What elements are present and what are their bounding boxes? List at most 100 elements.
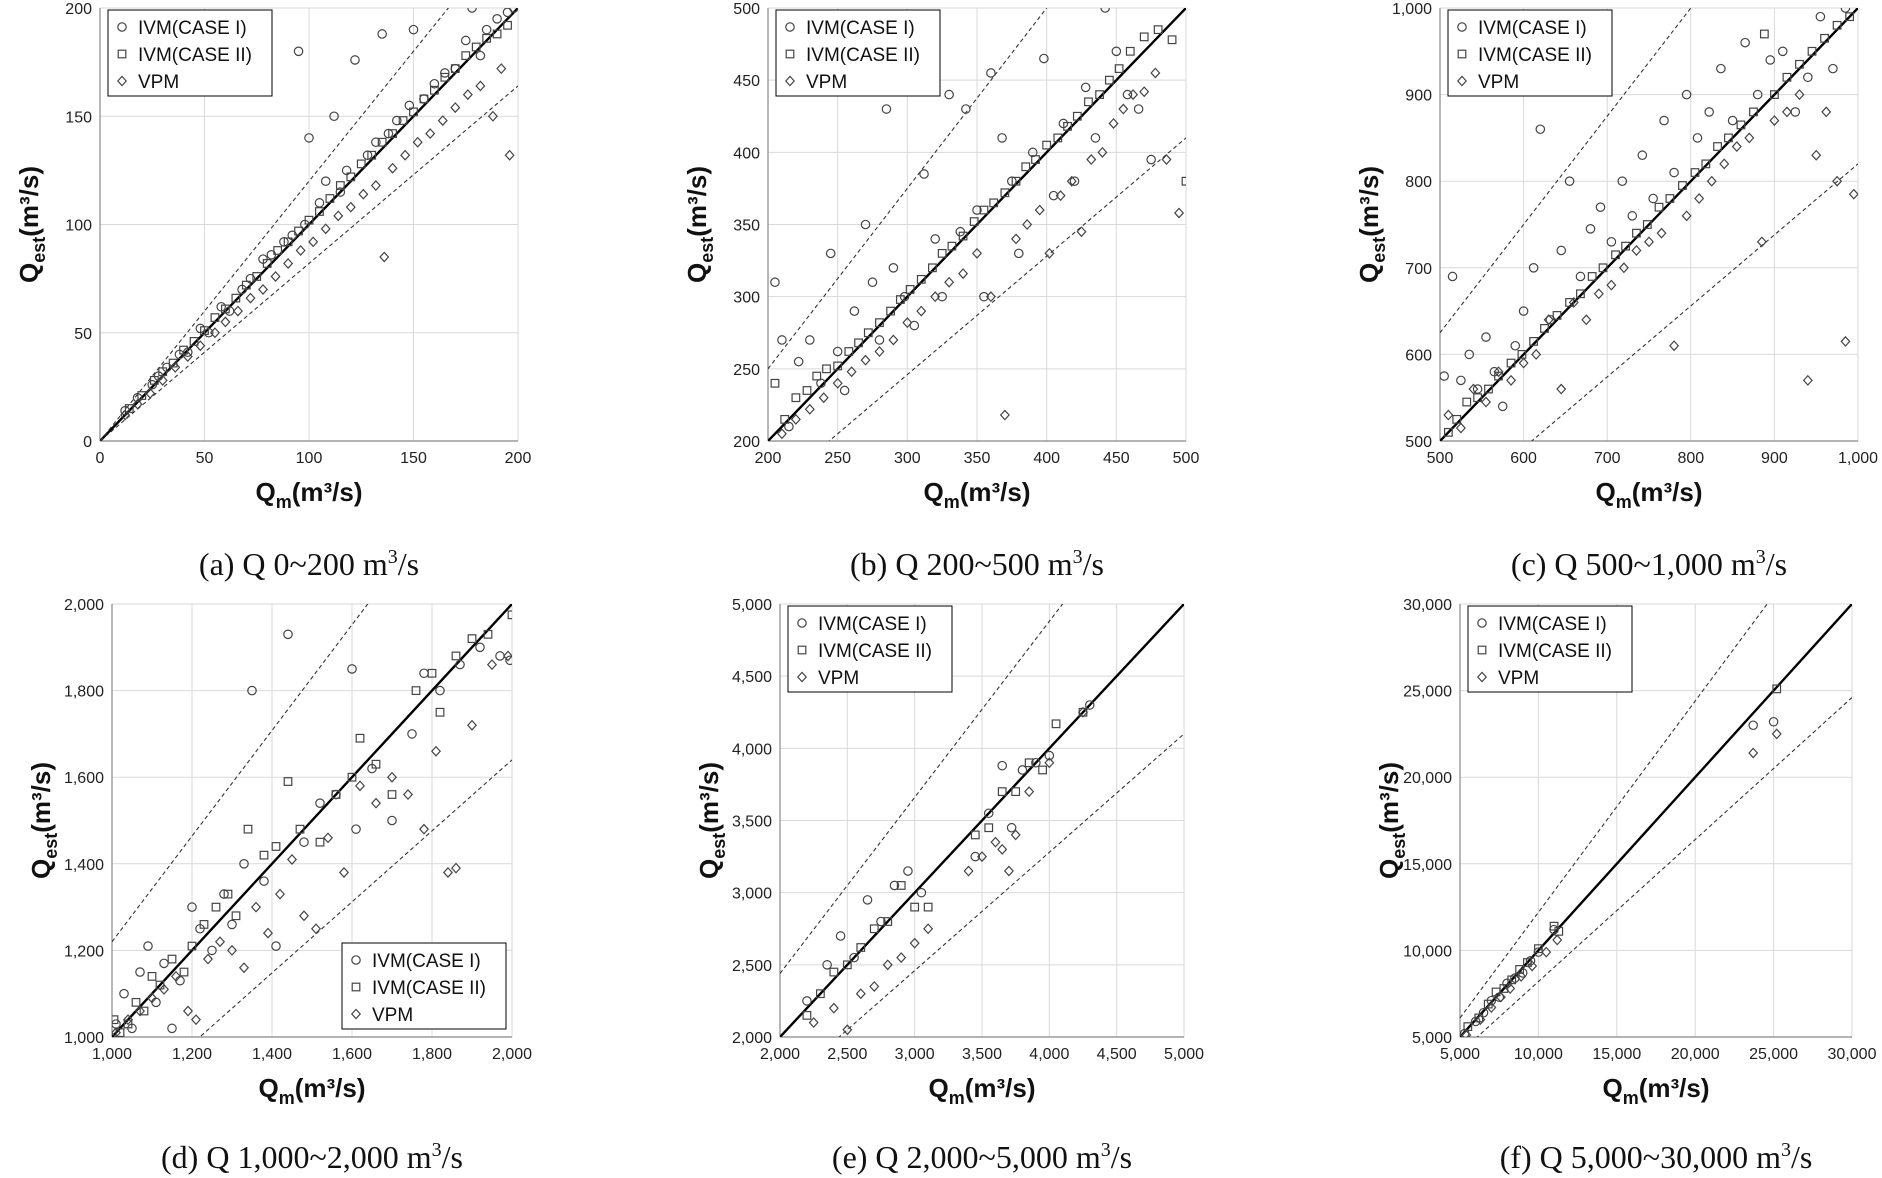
y-tick-label: 250 <box>733 362 760 379</box>
x-tick-label: 2,500 <box>827 1046 867 1063</box>
y-tick-label: 300 <box>733 290 760 307</box>
data-point <box>874 346 885 358</box>
data-point <box>829 967 839 977</box>
data-point <box>1022 219 1033 230</box>
data-point <box>855 988 866 1000</box>
legend-marker <box>1457 22 1467 32</box>
data-point <box>351 824 361 834</box>
data-point <box>930 234 940 244</box>
data-point <box>825 248 836 259</box>
x-tick-label: 5,000 <box>1164 1046 1204 1063</box>
data-point <box>1516 970 1527 982</box>
data-point <box>151 997 161 1008</box>
data-point <box>437 115 448 127</box>
legend-marker <box>785 49 795 59</box>
data-point <box>1556 245 1567 256</box>
data-point <box>1556 383 1567 395</box>
data-point <box>1455 422 1466 434</box>
data-point <box>1048 190 1059 201</box>
data-point <box>1540 324 1549 333</box>
data-point <box>888 262 899 273</box>
legend-marker <box>785 22 795 32</box>
legend-marker <box>351 955 361 965</box>
data-point <box>1066 175 1077 187</box>
chart-panel-4: 1,000 1,200 1,400 1,600 1,800 2,000 1,000 1,200… <box>26 597 532 1175</box>
data-point <box>1771 728 1782 740</box>
legend: IVM(CASE I) IVM(CASE II) VPM <box>775 9 941 97</box>
legend-marker <box>116 75 128 87</box>
data-point <box>1125 46 1135 56</box>
data-point <box>137 391 147 400</box>
y-tick-label: 200 <box>733 434 760 451</box>
data-point <box>1118 103 1129 115</box>
data-point <box>808 1017 819 1029</box>
data-point <box>409 107 418 117</box>
data-point <box>869 924 879 934</box>
data-point <box>356 159 366 169</box>
data-point <box>460 35 471 46</box>
data-point <box>419 94 429 104</box>
data-point <box>1595 202 1606 212</box>
data-point <box>112 1027 122 1037</box>
reference-lines <box>1460 604 1852 1037</box>
y-tick-label: 500 <box>733 1 760 18</box>
x-tick-label: 1,200 <box>172 1046 212 1063</box>
data-point <box>997 843 1008 855</box>
data-point <box>886 306 896 316</box>
data-point <box>1114 64 1124 74</box>
x-tick-label: 1,400 <box>252 1046 292 1063</box>
data-point <box>492 14 502 24</box>
data-point <box>1642 220 1652 229</box>
data-point <box>1637 150 1648 161</box>
legend-entry: IVM(CASE I) <box>806 18 915 39</box>
data-point <box>132 398 143 410</box>
data-point <box>1840 335 1851 347</box>
data-point <box>286 853 298 865</box>
chart-panel-6: 5,000 10,000 15,000 20,000 25,000 30,000 5,000… <box>1374 597 1877 1175</box>
data-point <box>867 277 878 288</box>
data-point <box>1769 115 1780 127</box>
x-tick-label: 800 <box>1677 450 1704 467</box>
data-point <box>1100 8 1110 13</box>
legend-marker <box>350 1008 362 1020</box>
data-point <box>379 251 390 263</box>
x-tick-label: 5,000 <box>1440 1046 1480 1063</box>
data-point <box>770 378 780 388</box>
y-tick-label: 10,000 <box>1403 943 1452 960</box>
data-point <box>1027 147 1038 158</box>
data-point <box>909 320 920 331</box>
data-point <box>1055 190 1066 202</box>
data-point <box>832 346 843 357</box>
data-point <box>347 772 357 782</box>
data-point <box>207 945 217 956</box>
y-tick-label: 4,500 <box>732 669 772 686</box>
y-tick-label: 25,000 <box>1403 684 1452 701</box>
data-point <box>905 285 915 294</box>
data-point <box>430 745 442 757</box>
data-point <box>1606 279 1617 291</box>
data-point <box>1552 934 1563 946</box>
legend-box <box>787 605 953 693</box>
data-point <box>1782 72 1792 82</box>
data-point <box>1006 822 1017 833</box>
reference-lines <box>768 8 1186 441</box>
data-point <box>1564 176 1575 186</box>
data-point <box>972 205 982 215</box>
data-point <box>200 326 209 335</box>
data-point <box>1024 786 1035 798</box>
data-point <box>1461 1029 1472 1037</box>
data-point <box>1772 684 1782 694</box>
data-point <box>295 244 306 256</box>
data-point <box>167 954 177 964</box>
data-point <box>1768 716 1779 727</box>
data-point <box>791 393 801 403</box>
data-point <box>860 219 871 230</box>
x-tick-label: 300 <box>894 450 921 467</box>
y-tick-label: 400 <box>733 145 760 162</box>
data-point <box>875 318 884 328</box>
data-point <box>386 771 398 783</box>
data-point <box>346 172 356 182</box>
data-point <box>1576 289 1585 299</box>
data-point <box>770 277 780 288</box>
data-point <box>211 902 221 912</box>
